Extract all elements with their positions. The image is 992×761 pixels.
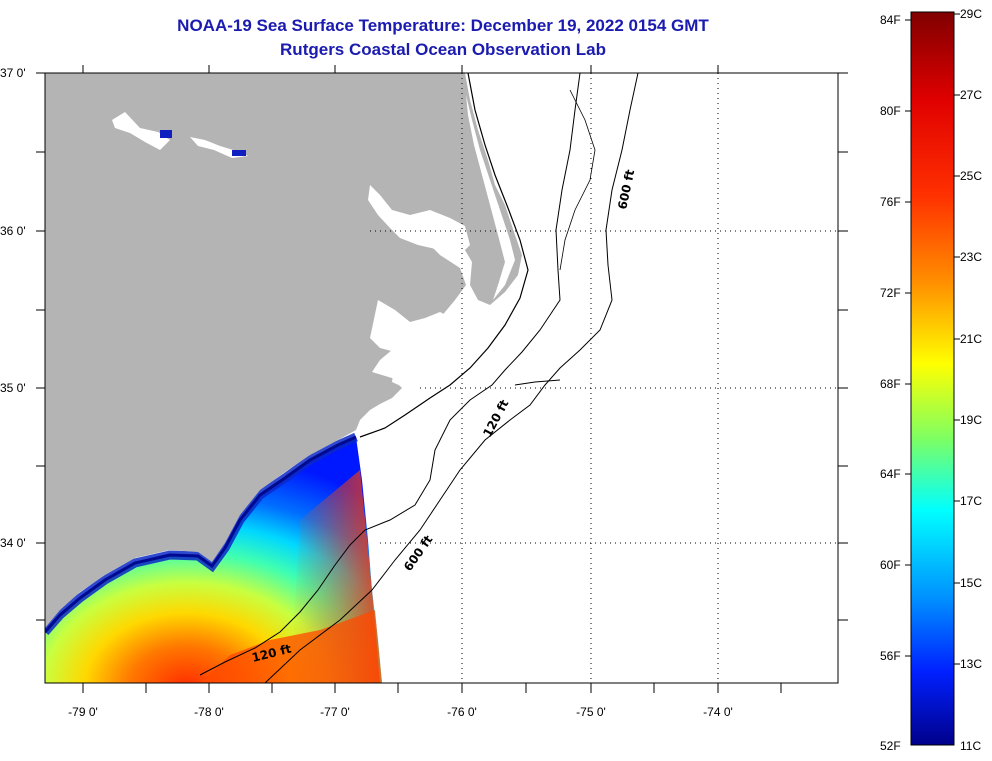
lat-label: 37 0'	[0, 66, 26, 80]
colorbar-c-label: 15C	[960, 576, 982, 590]
contour-600ft-north	[264, 73, 639, 683]
lat-label: 34 0'	[0, 536, 26, 550]
colorbar-f-label: 68F	[880, 377, 901, 391]
colorbar-f-label: 56F	[880, 649, 901, 663]
colorbar-f-label: 80F	[880, 104, 901, 118]
colorbar-f-label: 60F	[880, 558, 901, 572]
map-plot-area	[45, 73, 838, 683]
contour-120ft	[199, 73, 581, 676]
lat-label: 35 0'	[0, 381, 26, 395]
map-frame	[44, 72, 839, 684]
lon-label: -76 0'	[447, 705, 477, 719]
sst-data-swath	[45, 432, 382, 683]
colorbar-c-label: 23C	[960, 250, 982, 264]
lon-label: -79 0'	[68, 705, 98, 719]
colorbar: 84F 80F 76F 72F 68F 64F 60F 56F 52F 29C …	[880, 7, 982, 753]
lon-label: -75 0'	[576, 705, 606, 719]
lon-label: -74 0'	[703, 705, 733, 719]
dark-water-spots	[160, 130, 246, 156]
lon-label: -77 0'	[320, 705, 350, 719]
colorbar-f-label: 84F	[880, 13, 901, 27]
colorbar-c-label: 13C	[960, 657, 982, 671]
land-mass	[45, 73, 522, 628]
colorbar-f-label: 76F	[880, 195, 901, 209]
colorbar-c-label: 27C	[960, 88, 982, 102]
inland-waters	[112, 95, 515, 388]
colorbar-c-label: 19C	[960, 413, 982, 427]
colorbar-f-label: 52F	[880, 739, 901, 753]
barrier-islands	[359, 73, 529, 438]
colorbar-c-label: 17C	[960, 494, 982, 508]
colorbar-c-label: 11C	[960, 739, 981, 753]
lon-label: -78 0'	[194, 705, 224, 719]
colorbar-c-label: 25C	[960, 169, 982, 183]
depth-contours	[199, 73, 639, 683]
map-subtitle: Rutgers Coastal Ocean Observation Lab	[280, 40, 606, 59]
lat-label: 36 0'	[0, 224, 26, 238]
axis-ticks	[36, 65, 848, 693]
colorbar-scale	[910, 11, 955, 746]
colorbar-ticks	[905, 13, 960, 665]
colorbar-f-label: 72F	[880, 286, 901, 300]
colorbar-f-label: 64F	[880, 467, 901, 481]
colorbar-c-label: 29C	[960, 7, 982, 21]
map-title: NOAA-19 Sea Surface Temperature: Decembe…	[177, 16, 709, 35]
lat-lon-grid	[370, 73, 838, 683]
colorbar-c-label: 21C	[960, 332, 982, 346]
